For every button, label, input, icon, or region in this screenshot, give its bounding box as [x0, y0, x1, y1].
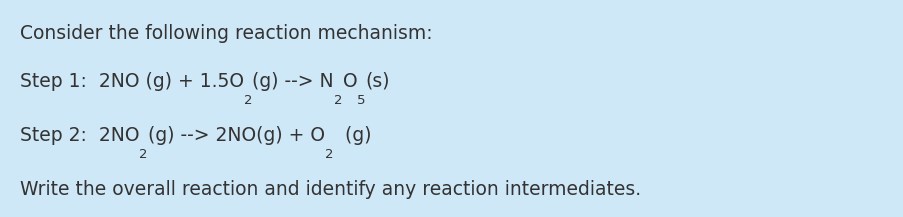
Text: 2: 2	[333, 94, 342, 107]
Text: 2: 2	[139, 148, 148, 161]
Text: O: O	[342, 72, 357, 91]
Text: 2: 2	[324, 148, 333, 161]
Text: (g): (g)	[333, 126, 371, 145]
Text: Step 1:  2NO (g) + 1.5O: Step 1: 2NO (g) + 1.5O	[20, 72, 244, 91]
Text: 2: 2	[244, 94, 252, 107]
Text: Consider the following reaction mechanism:: Consider the following reaction mechanis…	[20, 24, 432, 43]
Text: (s): (s)	[365, 72, 390, 91]
Text: Step 2:  2NO: Step 2: 2NO	[20, 126, 139, 145]
Text: (g) --> 2NO(g) + O: (g) --> 2NO(g) + O	[148, 126, 324, 145]
Text: (g) --> N: (g) --> N	[252, 72, 333, 91]
Text: 5: 5	[357, 94, 365, 107]
Text: Write the overall reaction and identify any reaction intermediates.: Write the overall reaction and identify …	[20, 180, 640, 199]
